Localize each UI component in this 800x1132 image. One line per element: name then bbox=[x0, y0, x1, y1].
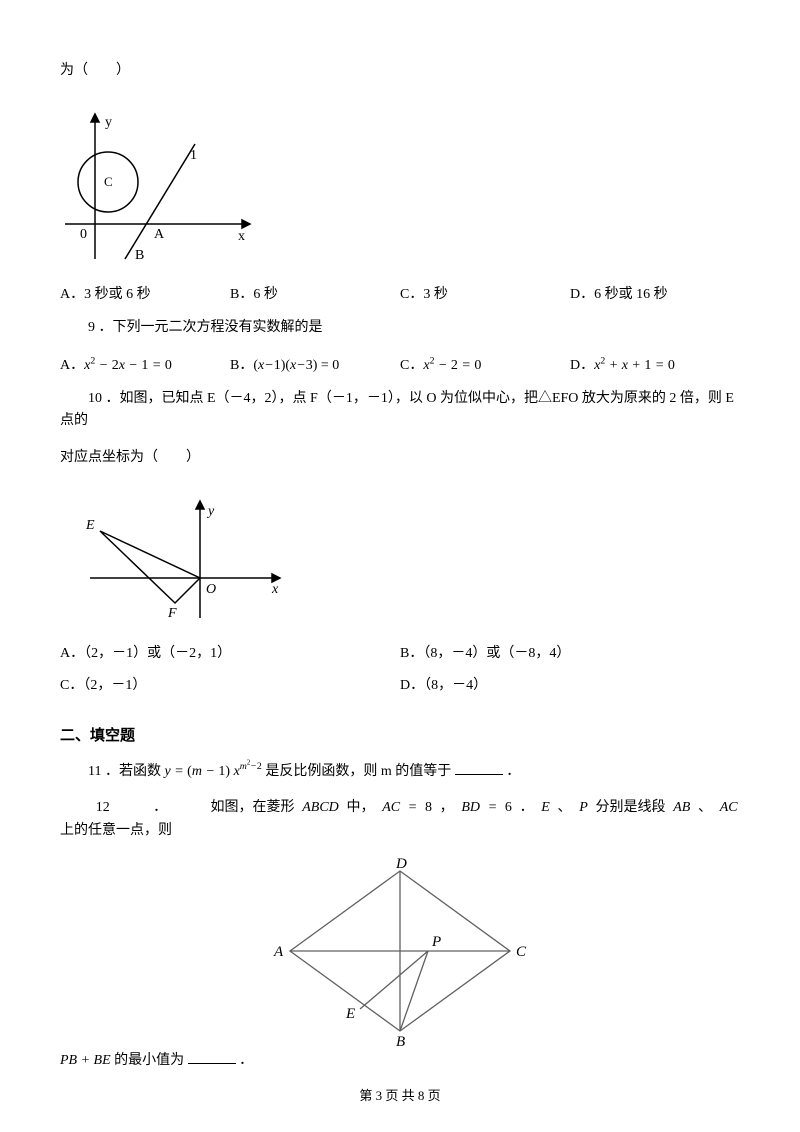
q12-s10: 上的任意一点，则 bbox=[60, 823, 172, 838]
q10-y: y bbox=[206, 504, 215, 519]
q9-optC-prefix: C． bbox=[400, 358, 423, 373]
q11-post: 是反比例函数，则 m 的值等于 bbox=[265, 764, 451, 779]
q8-optB: B．6 秒 bbox=[230, 283, 400, 303]
q10-optC: C．（2，－1） bbox=[60, 674, 400, 694]
q12-E: E bbox=[345, 1006, 355, 1022]
q9-optD: D．x2 + x + 1 = 0 bbox=[570, 354, 740, 374]
q10-O: O bbox=[206, 582, 216, 597]
q12-s9: 、 bbox=[698, 800, 712, 815]
q12-B: B bbox=[396, 1034, 405, 1046]
q12-figure: A B C D E P bbox=[250, 856, 550, 1046]
q8-figure: y x 0 C A B 1 bbox=[60, 104, 260, 264]
q8-B: B bbox=[135, 248, 144, 263]
q8-options: A．3 秒或 6 秒 B．6 秒 C．3 秒 D．6 秒或 16 秒 bbox=[60, 283, 740, 303]
q10-optB: B．（8，－4）或（－8，4） bbox=[400, 642, 740, 662]
q12-stem: 12 ． 如图，在菱形 ABCD 中， AC = 8 ， BD = 6 ． E … bbox=[60, 797, 740, 842]
section-2-title: 二、填空题 bbox=[60, 724, 740, 745]
q11-blank bbox=[455, 761, 503, 775]
q9-optA-prefix: A． bbox=[60, 358, 84, 373]
q12-blank bbox=[188, 1050, 236, 1064]
q12-s8: 分别是线段 bbox=[596, 800, 666, 815]
q10-figure: y x E F O bbox=[80, 493, 290, 623]
q8-A: A bbox=[154, 227, 165, 242]
q12-s3: 如图，在菱形 bbox=[211, 800, 295, 815]
q8-x-label: x bbox=[238, 229, 245, 244]
q12-s6: ． bbox=[520, 800, 534, 815]
q10-stem-2: 对应点坐标为（ ） bbox=[60, 447, 740, 469]
q9-optA: A．x2 − 2x − 1 = 0 bbox=[60, 354, 230, 374]
q9-options: A．x2 − 2x − 1 = 0 B．(x−1)(x−3) = 0 C．x2 … bbox=[60, 354, 740, 374]
page-footer: 第 3 页 共 8 页 bbox=[0, 1085, 800, 1104]
q12-s7: 、 bbox=[558, 800, 572, 815]
q10-optD: D．（8，－4） bbox=[400, 674, 740, 694]
q8-optC: C．3 秒 bbox=[400, 283, 570, 303]
q9-optB-prefix: B． bbox=[230, 358, 253, 373]
q8-stem-tail: 为（ ） bbox=[60, 60, 740, 82]
q12-C: C bbox=[516, 944, 527, 960]
q9-stem: 9 ．下列一元二次方程没有实数解的是 bbox=[60, 317, 740, 339]
q10-optA: A．（2，－1）或（－2，1） bbox=[60, 642, 400, 662]
q12-s5: ， bbox=[440, 800, 454, 815]
q9-optC: C．x2 − 2 = 0 bbox=[400, 354, 570, 374]
q9-optB: B．(x−1)(x−3) = 0 bbox=[230, 354, 400, 374]
q10-options: A．（2，－1）或（－2，1） B．（8，－4）或（－8，4） C．（2，－1）… bbox=[60, 642, 740, 706]
q8-one: 1 bbox=[190, 148, 197, 163]
q12-s2: ． bbox=[153, 800, 167, 815]
q10-E: E bbox=[85, 518, 95, 533]
q8-C: C bbox=[104, 174, 113, 189]
q10-stem-1: 10 ．如图，已知点 E（－4，2），点 F（－1，－1），以 O 为位似中心，… bbox=[60, 388, 740, 433]
q12-last-pre: 的最小值为 bbox=[114, 1053, 184, 1068]
q12-A: A bbox=[273, 944, 284, 960]
q12-D: D bbox=[395, 856, 407, 872]
q8-origin: 0 bbox=[80, 227, 87, 242]
q10-x: x bbox=[271, 582, 279, 597]
q8-optD: D．6 秒或 16 秒 bbox=[570, 283, 740, 303]
q11-tail: ． bbox=[506, 764, 520, 779]
q11-stem: 11 ．若函数 y = (m − 1) xm2−2 是反比例函数，则 m 的值等… bbox=[60, 759, 740, 783]
q12-s1: 12 bbox=[96, 800, 110, 815]
q8-y-label: y bbox=[105, 115, 112, 130]
q10-F: F bbox=[167, 606, 177, 621]
q12-P: P bbox=[431, 934, 441, 950]
q11-pre: 11 ．若函数 bbox=[88, 764, 161, 779]
q9-optD-prefix: D． bbox=[570, 358, 594, 373]
q12-s4: 中， bbox=[346, 800, 374, 815]
q8-optA: A．3 秒或 6 秒 bbox=[60, 283, 230, 303]
q12-last: PB + BE 的最小值为 ． bbox=[60, 1050, 740, 1072]
q12-last-post: ． bbox=[239, 1053, 253, 1068]
